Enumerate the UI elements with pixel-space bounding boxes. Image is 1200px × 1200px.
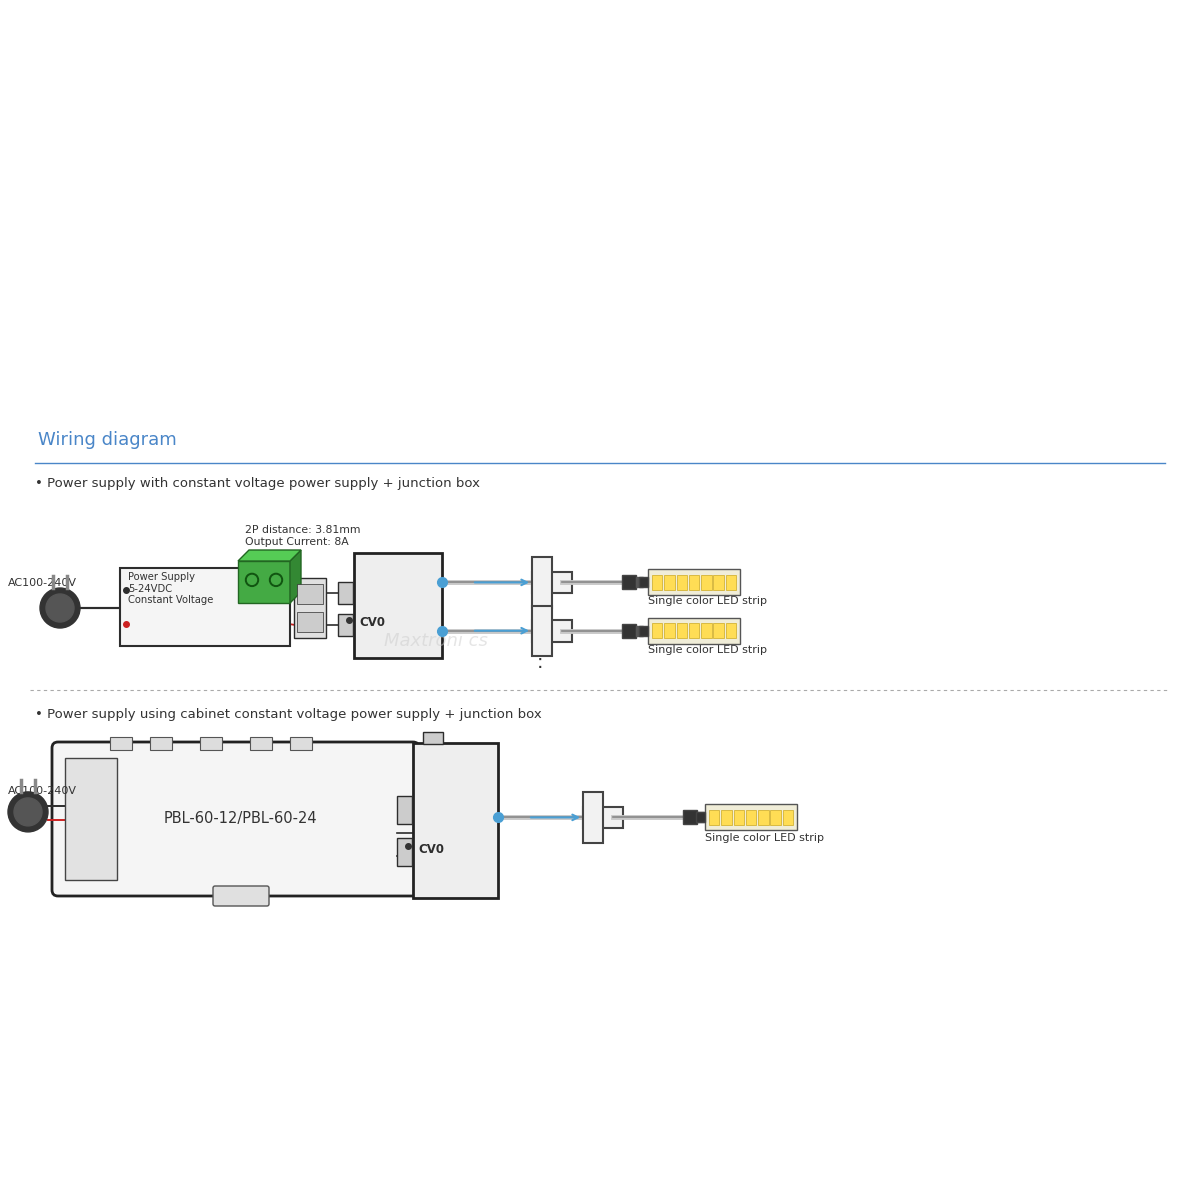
FancyBboxPatch shape [250,737,272,750]
FancyBboxPatch shape [665,623,674,638]
FancyBboxPatch shape [758,810,768,824]
FancyBboxPatch shape [640,577,648,587]
FancyBboxPatch shape [583,792,602,842]
Text: 2P distance: 3.81mm
Output Current: 8A: 2P distance: 3.81mm Output Current: 8A [245,526,360,547]
Text: Single color LED strip: Single color LED strip [706,833,824,844]
Circle shape [46,594,74,622]
FancyBboxPatch shape [298,584,323,604]
FancyBboxPatch shape [532,557,552,607]
Circle shape [271,576,281,584]
FancyBboxPatch shape [52,742,419,896]
FancyBboxPatch shape [733,810,744,824]
FancyBboxPatch shape [697,812,704,822]
FancyBboxPatch shape [532,620,571,642]
FancyBboxPatch shape [696,812,706,822]
Text: PBL-60-12/PBL-60-24: PBL-60-12/PBL-60-24 [163,811,317,827]
FancyBboxPatch shape [689,623,700,638]
FancyBboxPatch shape [294,578,326,638]
Circle shape [14,798,42,826]
FancyBboxPatch shape [726,575,736,590]
FancyBboxPatch shape [640,625,648,636]
FancyBboxPatch shape [583,806,623,828]
FancyBboxPatch shape [714,575,724,590]
FancyBboxPatch shape [622,624,636,637]
Polygon shape [238,550,301,560]
Text: AC100-240V: AC100-240V [8,786,77,796]
FancyBboxPatch shape [701,575,712,590]
FancyBboxPatch shape [290,737,312,750]
FancyBboxPatch shape [338,614,353,636]
Text: CV0: CV0 [418,842,444,856]
Circle shape [270,574,282,587]
FancyBboxPatch shape [665,575,674,590]
Text: Single color LED strip: Single color LED strip [648,644,767,655]
Text: • Power supply with constant voltage power supply + junction box: • Power supply with constant voltage pow… [35,476,480,490]
Text: Power Supply
5-24VDC
Constant Voltage: Power Supply 5-24VDC Constant Voltage [128,572,214,605]
FancyBboxPatch shape [338,582,353,604]
FancyBboxPatch shape [636,625,643,636]
Polygon shape [290,550,301,602]
FancyBboxPatch shape [120,568,290,646]
FancyBboxPatch shape [652,623,662,638]
FancyBboxPatch shape [714,623,724,638]
FancyBboxPatch shape [782,810,793,824]
FancyBboxPatch shape [636,577,643,587]
Text: Single color LED strip: Single color LED strip [648,596,767,606]
FancyBboxPatch shape [214,886,269,906]
FancyBboxPatch shape [238,560,290,602]
FancyBboxPatch shape [532,571,571,593]
Circle shape [246,574,258,587]
FancyBboxPatch shape [689,575,700,590]
FancyBboxPatch shape [677,623,688,638]
FancyBboxPatch shape [200,737,222,750]
Circle shape [8,792,48,832]
FancyBboxPatch shape [652,575,662,590]
Text: • Power supply using cabinet constant voltage power supply + junction box: • Power supply using cabinet constant vo… [35,708,541,721]
FancyBboxPatch shape [721,810,732,824]
FancyBboxPatch shape [648,569,740,595]
FancyBboxPatch shape [677,575,688,590]
Circle shape [247,576,257,584]
FancyBboxPatch shape [648,618,740,643]
FancyBboxPatch shape [397,838,412,866]
FancyBboxPatch shape [532,606,552,656]
FancyBboxPatch shape [770,810,781,824]
Text: AC100-240V: AC100-240V [8,578,77,588]
FancyBboxPatch shape [397,796,412,824]
Text: Wiring diagram: Wiring diagram [38,431,176,449]
FancyBboxPatch shape [413,743,498,898]
FancyBboxPatch shape [422,732,443,744]
FancyBboxPatch shape [110,737,132,750]
FancyBboxPatch shape [622,576,636,589]
FancyBboxPatch shape [683,810,697,824]
FancyBboxPatch shape [298,612,323,632]
Circle shape [40,588,80,628]
FancyBboxPatch shape [746,810,756,824]
FancyBboxPatch shape [354,553,442,658]
Text: Maxtroni cs: Maxtroni cs [384,632,488,650]
Text: :: : [536,653,544,672]
FancyBboxPatch shape [65,758,118,880]
Text: CV0: CV0 [359,616,385,629]
FancyBboxPatch shape [701,623,712,638]
FancyBboxPatch shape [709,810,720,824]
FancyBboxPatch shape [726,623,736,638]
FancyBboxPatch shape [150,737,172,750]
FancyBboxPatch shape [706,804,797,830]
